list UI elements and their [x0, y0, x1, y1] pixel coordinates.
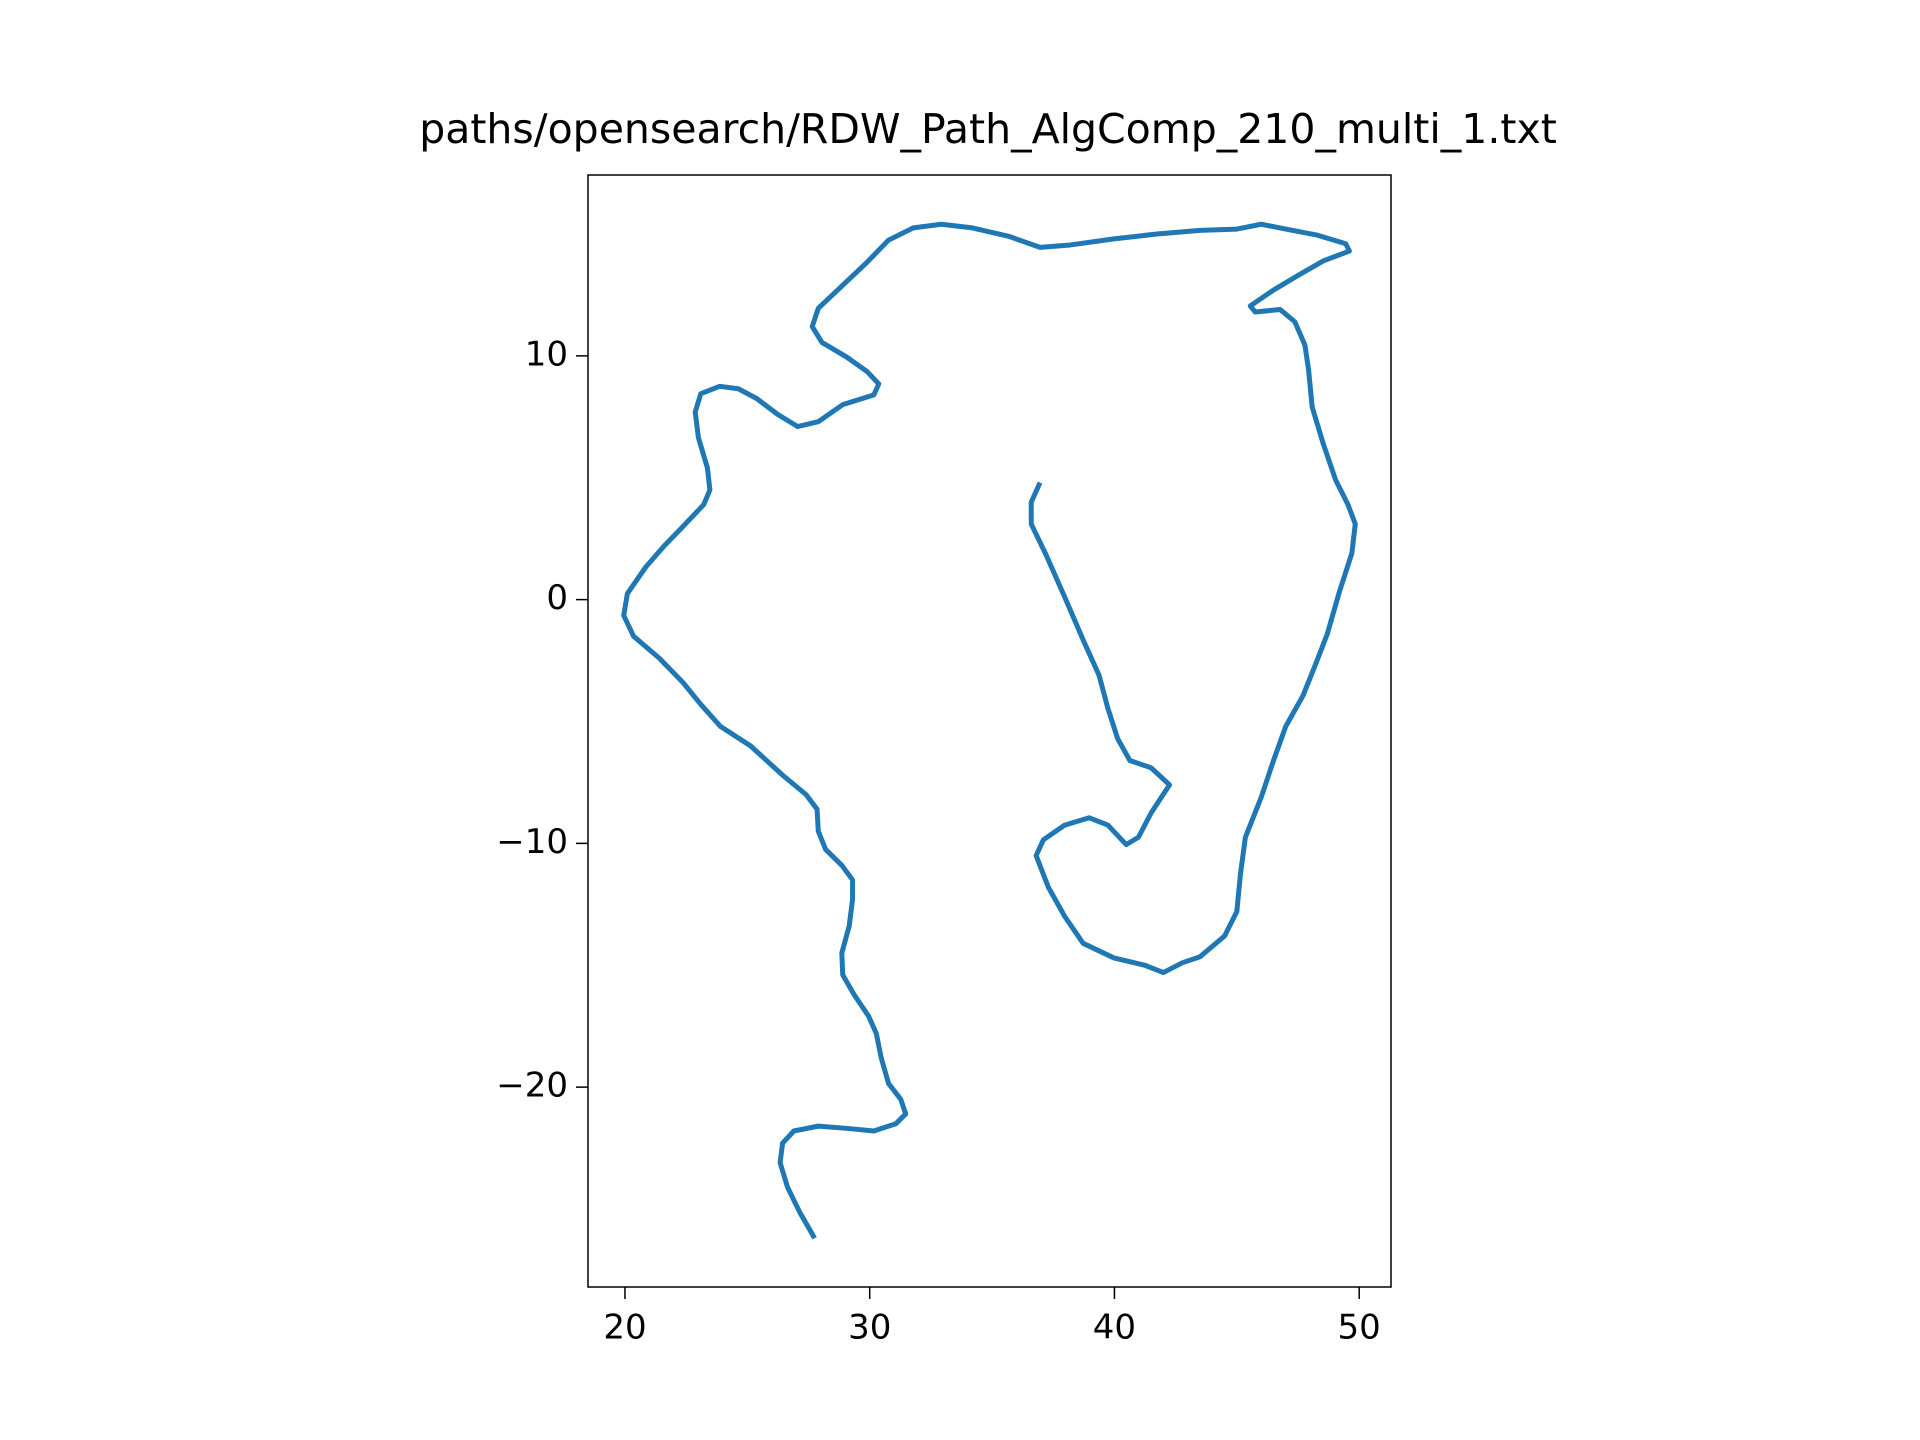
- x-tick-label: 50: [1338, 1308, 1381, 1348]
- y-tick-label: 10: [525, 334, 568, 374]
- path-line: [621, 221, 1358, 1240]
- y-tick-label: 0: [546, 578, 568, 618]
- y-tick-label: −10: [496, 822, 568, 862]
- x-tick-label: 30: [848, 1308, 891, 1348]
- y-tick-label: −20: [496, 1066, 568, 1106]
- x-tick-label: 40: [1093, 1308, 1136, 1348]
- x-tick-label: 20: [603, 1308, 646, 1348]
- chart-title: paths/opensearch/RDW_Path_AlgComp_210_mu…: [419, 105, 1557, 153]
- axes-frame: [587, 174, 1392, 1288]
